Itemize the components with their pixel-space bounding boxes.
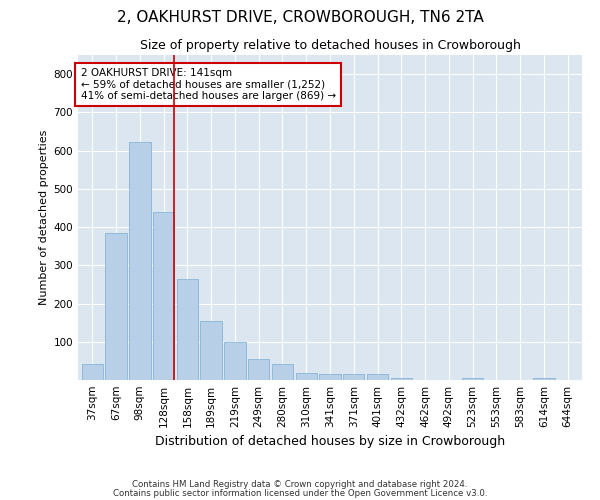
Bar	[296, 373, 317, 380]
Bar	[367, 374, 388, 380]
Bar	[391, 378, 412, 380]
Bar	[129, 142, 151, 380]
Bar	[462, 378, 484, 380]
Bar	[224, 342, 245, 380]
Text: Contains public sector information licensed under the Open Government Licence v3: Contains public sector information licen…	[113, 489, 487, 498]
Title: Size of property relative to detached houses in Crowborough: Size of property relative to detached ho…	[140, 40, 520, 52]
Text: 2 OAKHURST DRIVE: 141sqm
← 59% of detached houses are smaller (1,252)
41% of sem: 2 OAKHURST DRIVE: 141sqm ← 59% of detach…	[80, 68, 335, 101]
X-axis label: Distribution of detached houses by size in Crowborough: Distribution of detached houses by size …	[155, 436, 505, 448]
Bar	[272, 364, 293, 380]
Bar	[343, 374, 364, 380]
Text: Contains HM Land Registry data © Crown copyright and database right 2024.: Contains HM Land Registry data © Crown c…	[132, 480, 468, 489]
Bar	[176, 278, 198, 380]
Bar	[200, 320, 222, 380]
Bar	[106, 233, 127, 380]
Text: 2, OAKHURST DRIVE, CROWBOROUGH, TN6 2TA: 2, OAKHURST DRIVE, CROWBOROUGH, TN6 2TA	[116, 10, 484, 25]
Bar	[153, 212, 174, 380]
Bar	[319, 374, 341, 380]
Bar	[82, 364, 103, 380]
Y-axis label: Number of detached properties: Number of detached properties	[40, 130, 49, 305]
Bar	[533, 378, 554, 380]
Bar	[248, 359, 269, 380]
